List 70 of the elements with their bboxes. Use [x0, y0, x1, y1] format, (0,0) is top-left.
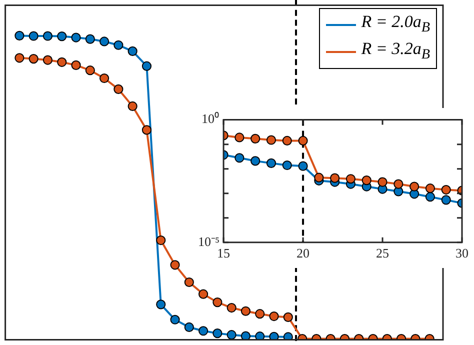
point [85, 66, 95, 76]
point [441, 184, 451, 195]
y-tick-label: 10⁻⁵ [198, 234, 220, 249]
point [283, 332, 293, 340]
point [142, 61, 152, 71]
point [330, 173, 340, 183]
point [283, 312, 293, 322]
point [362, 176, 372, 186]
point [298, 161, 308, 171]
point [346, 174, 356, 184]
point [282, 160, 292, 170]
y-tick-label: 10⁰ [202, 111, 220, 126]
point [142, 125, 152, 135]
point [114, 40, 124, 50]
point [226, 330, 236, 340]
point [314, 172, 324, 182]
point [156, 235, 166, 246]
point [28, 54, 38, 64]
point [198, 326, 208, 336]
point [226, 302, 236, 313]
point [28, 31, 38, 41]
point [240, 306, 251, 316]
point [42, 31, 53, 41]
point [378, 177, 388, 187]
point [425, 184, 436, 194]
x-tick-label: 20 [296, 246, 310, 261]
legend-label: R = 3.2a$_{B}$ [361, 38, 430, 65]
point [441, 195, 451, 205]
point [282, 136, 292, 146]
point [240, 331, 251, 340]
point [57, 32, 67, 42]
point [128, 101, 138, 112]
point [425, 192, 436, 202]
point [170, 260, 180, 270]
point [255, 309, 265, 319]
point [234, 132, 244, 142]
point [128, 46, 138, 56]
point [99, 36, 110, 46]
point [170, 314, 180, 324]
point [85, 34, 95, 44]
point [42, 55, 53, 65]
point [156, 300, 166, 310]
point [269, 311, 279, 322]
point [255, 332, 265, 340]
point [234, 153, 244, 163]
x-tick-label: 25 [376, 246, 390, 261]
point [198, 289, 208, 299]
point [57, 57, 67, 67]
point [71, 60, 81, 70]
point [14, 53, 24, 63]
point [212, 328, 222, 338]
point [250, 134, 260, 144]
legend-label: R = 2.0a$_{B}$ [361, 11, 430, 38]
point [14, 30, 24, 40]
point [250, 156, 260, 166]
point [298, 136, 308, 146]
x-tick-label: 30 [456, 246, 468, 261]
point [212, 298, 222, 308]
point [184, 322, 194, 332]
legend: R = 2.0a$_{B}$ R = 3.2a$_{B}$ [319, 8, 437, 69]
point [266, 158, 276, 168]
point [269, 332, 279, 340]
point [266, 135, 276, 145]
point [394, 179, 404, 189]
point [71, 32, 81, 42]
point [410, 182, 420, 192]
point [99, 73, 110, 84]
x-tick-label: 15 [217, 246, 230, 261]
point [184, 277, 194, 288]
point [114, 84, 124, 94]
